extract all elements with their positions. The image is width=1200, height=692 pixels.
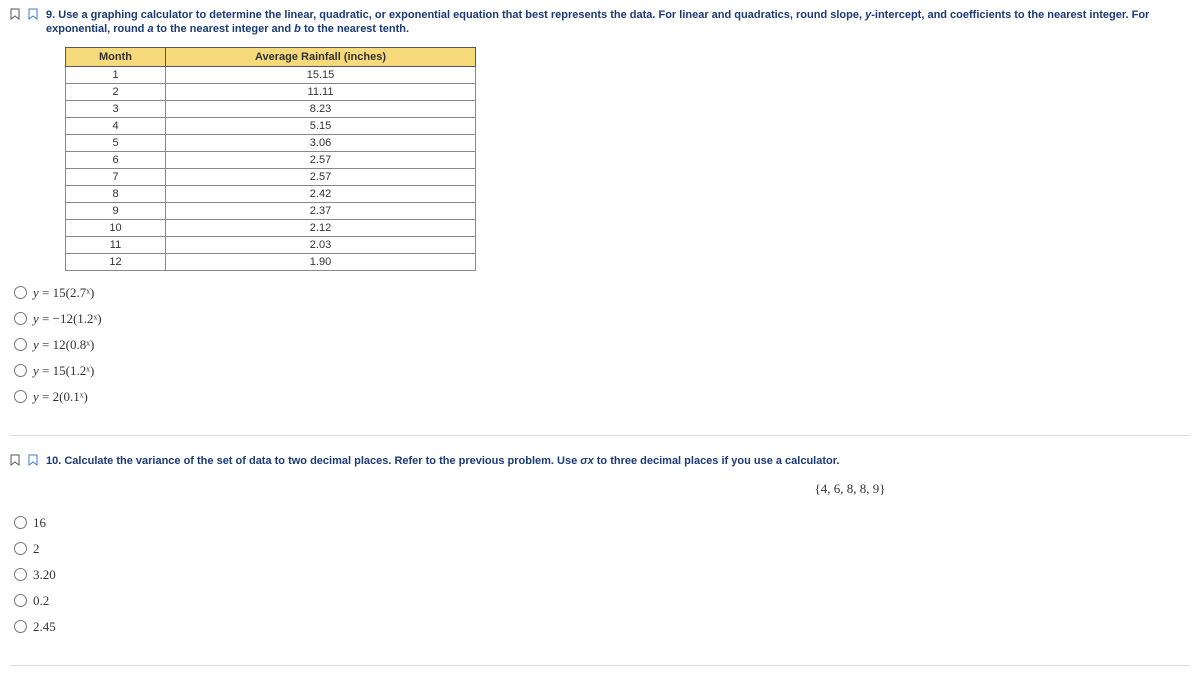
rainfall-table-body: 115.15 211.11 38.23 45.15 53.06 62.57 72… <box>66 66 476 270</box>
table-row: 211.11 <box>66 83 476 100</box>
q10-radio-5[interactable] <box>14 620 27 633</box>
q9-option-5-label: y = 2(0.1ˣ) <box>33 389 88 405</box>
q9-option-3[interactable]: y = 12(0.8ˣ) <box>14 337 1190 353</box>
table-row: 45.15 <box>66 117 476 134</box>
q10-option-4-label: 0.2 <box>33 593 49 609</box>
q10-number: 10. <box>46 455 61 467</box>
q9-radio-5[interactable] <box>14 390 27 403</box>
q9-radio-4[interactable] <box>14 364 27 377</box>
q10-radio-2[interactable] <box>14 542 27 555</box>
bookmark-blue-icon[interactable] <box>28 454 38 469</box>
q10-option-1[interactable]: 16 <box>14 515 1190 531</box>
table-row: 115.15 <box>66 66 476 83</box>
q10-option-2-label: 2 <box>33 541 40 557</box>
q10-option-1-label: 16 <box>33 515 46 531</box>
rainfall-table: Month Average Rainfall (inches) 115.15 2… <box>65 47 476 271</box>
bookmark-icon[interactable] <box>10 8 20 23</box>
q9-option-1-label: y = 15(2.7ˣ) <box>33 285 94 301</box>
table-row: 72.57 <box>66 168 476 185</box>
table-row: 38.23 <box>66 100 476 117</box>
q9-option-4-label: y = 15(1.2ˣ) <box>33 363 94 379</box>
q9-option-2[interactable]: y = −12(1.2ˣ) <box>14 311 1190 327</box>
q10-option-4[interactable]: 0.2 <box>14 593 1190 609</box>
question-9: 9. Use a graphing calculator to determin… <box>10 8 1190 436</box>
question-9-prompt: 9. Use a graphing calculator to determin… <box>46 8 1190 37</box>
q10-dataset: {4, 6, 8, 8, 9} <box>10 481 1190 497</box>
q10-options: 16 2 3.20 0.2 2.45 <box>14 515 1190 635</box>
q9-option-2-label: y = −12(1.2ˣ) <box>33 311 102 327</box>
q9-option-1[interactable]: y = 15(2.7ˣ) <box>14 285 1190 301</box>
q9-option-5[interactable]: y = 2(0.1ˣ) <box>14 389 1190 405</box>
bookmark-blue-icon[interactable] <box>28 8 38 23</box>
q10-option-5[interactable]: 2.45 <box>14 619 1190 635</box>
q9-radio-1[interactable] <box>14 286 27 299</box>
q9-radio-2[interactable] <box>14 312 27 325</box>
table-row: 53.06 <box>66 134 476 151</box>
q9-options: y = 15(2.7ˣ) y = −12(1.2ˣ) y = 12(0.8ˣ) … <box>14 285 1190 405</box>
table-row: 102.12 <box>66 219 476 236</box>
table-row: 112.03 <box>66 236 476 253</box>
table-header-month: Month <box>66 47 166 66</box>
q9-option-3-label: y = 12(0.8ˣ) <box>33 337 94 353</box>
table-row: 62.57 <box>66 151 476 168</box>
table-row: 121.90 <box>66 253 476 270</box>
table-row: 92.37 <box>66 202 476 219</box>
q10-option-5-label: 2.45 <box>33 619 56 635</box>
question-9-header: 9. Use a graphing calculator to determin… <box>10 8 1190 37</box>
q9-option-4[interactable]: y = 15(1.2ˣ) <box>14 363 1190 379</box>
q10-radio-4[interactable] <box>14 594 27 607</box>
q10-option-3-label: 3.20 <box>33 567 56 583</box>
bookmark-icon[interactable] <box>10 454 20 469</box>
q10-option-3[interactable]: 3.20 <box>14 567 1190 583</box>
q10-option-2[interactable]: 2 <box>14 541 1190 557</box>
table-row: 82.42 <box>66 185 476 202</box>
q10-radio-3[interactable] <box>14 568 27 581</box>
table-header-rainfall: Average Rainfall (inches) <box>166 47 476 66</box>
q9-radio-3[interactable] <box>14 338 27 351</box>
question-10-header: 10. Calculate the variance of the set of… <box>10 454 1190 469</box>
q9-number: 9. <box>46 9 55 21</box>
q10-radio-1[interactable] <box>14 516 27 529</box>
question-10: 10. Calculate the variance of the set of… <box>10 454 1190 666</box>
question-10-prompt: 10. Calculate the variance of the set of… <box>46 454 839 468</box>
